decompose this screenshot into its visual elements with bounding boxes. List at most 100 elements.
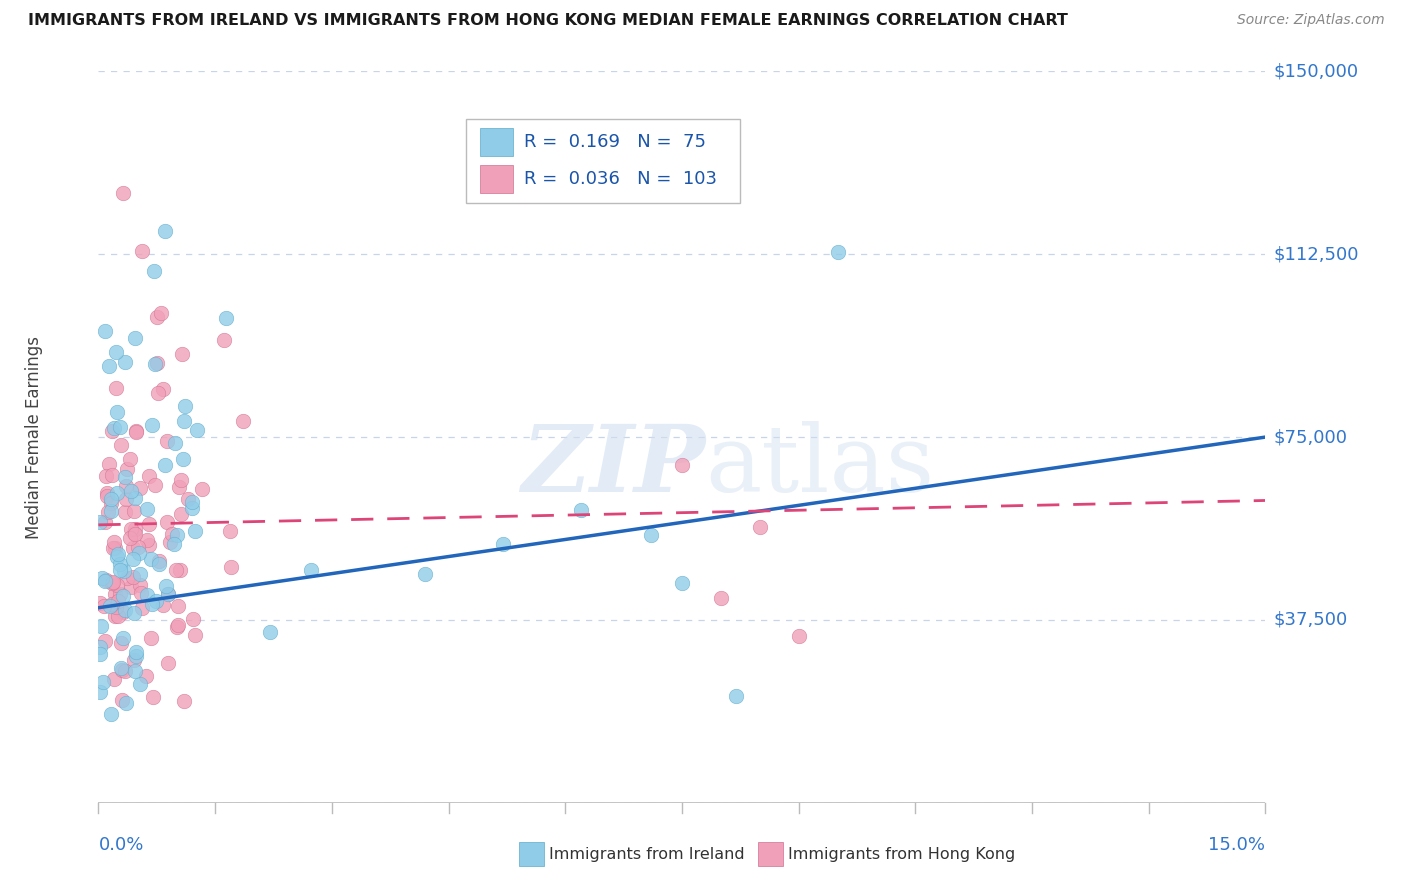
Point <box>105 549 128 564</box>
Point <box>115 492 138 507</box>
Point <box>157 587 180 601</box>
Text: R =  0.036   N =  103: R = 0.036 N = 103 <box>524 169 717 188</box>
Point <box>94 515 117 529</box>
Point <box>124 664 146 678</box>
Point <box>96 489 118 503</box>
Point <box>93 599 115 614</box>
Point <box>94 469 117 483</box>
Point <box>96 573 118 587</box>
Text: $150,000: $150,000 <box>1274 62 1358 80</box>
Point <box>159 535 181 549</box>
Point <box>112 186 135 200</box>
Point <box>413 566 436 581</box>
Point <box>671 576 693 591</box>
Point <box>114 470 136 484</box>
Point <box>124 522 146 536</box>
Point <box>748 520 770 534</box>
Text: 0.0%: 0.0% <box>98 836 143 855</box>
Point <box>120 522 142 536</box>
Text: atlas: atlas <box>706 421 935 511</box>
Point <box>138 538 160 552</box>
Point <box>139 552 162 566</box>
Text: R =  0.169   N =  75: R = 0.169 N = 75 <box>524 133 706 152</box>
Point <box>155 224 177 238</box>
Point <box>169 507 191 521</box>
Point <box>124 526 146 541</box>
Point <box>94 574 117 588</box>
Point <box>167 618 190 632</box>
Point <box>148 386 170 401</box>
Text: Median Female Earnings: Median Female Earnings <box>25 335 44 539</box>
Point <box>107 594 129 608</box>
Point <box>146 310 169 324</box>
Point <box>145 594 167 608</box>
Point <box>149 306 172 320</box>
Point <box>108 587 131 601</box>
Point <box>114 505 136 519</box>
Point <box>640 527 662 541</box>
Point <box>104 587 127 601</box>
Point <box>89 685 111 699</box>
Point <box>110 420 132 434</box>
Text: IMMIGRANTS FROM IRELAND VS IMMIGRANTS FROM HONG KONG MEDIAN FEMALE EARNINGS CORR: IMMIGRANTS FROM IRELAND VS IMMIGRANTS FR… <box>28 13 1069 29</box>
Point <box>100 496 122 510</box>
Point <box>141 631 163 645</box>
Point <box>152 598 174 612</box>
Point <box>219 559 242 574</box>
Point <box>156 587 179 601</box>
Point <box>174 399 197 413</box>
Point <box>145 356 167 370</box>
Point <box>215 311 238 326</box>
Point <box>125 645 148 659</box>
Point <box>120 484 142 499</box>
Point <box>143 357 166 371</box>
Point <box>114 664 136 678</box>
Point <box>122 569 145 583</box>
Point <box>93 634 115 648</box>
Point <box>710 591 733 606</box>
Point <box>108 557 131 571</box>
Point <box>184 628 207 642</box>
Point <box>167 599 190 614</box>
Point <box>103 535 125 549</box>
Point <box>110 693 132 707</box>
Point <box>148 554 170 568</box>
Text: 15.0%: 15.0% <box>1208 836 1265 855</box>
Point <box>143 264 166 278</box>
Point <box>122 607 145 621</box>
Point <box>121 541 143 555</box>
Point <box>631 161 654 176</box>
Point <box>148 557 170 571</box>
Point <box>135 502 157 516</box>
Point <box>101 597 124 611</box>
Text: Source: ZipAtlas.com: Source: ZipAtlas.com <box>1237 13 1385 28</box>
Point <box>156 656 179 670</box>
Point <box>91 675 114 690</box>
Point <box>827 244 849 259</box>
Text: Immigrants from Ireland: Immigrants from Ireland <box>548 847 745 862</box>
Point <box>125 425 148 439</box>
Point <box>135 669 157 683</box>
Point <box>125 424 148 438</box>
Point <box>176 492 198 507</box>
FancyBboxPatch shape <box>465 119 741 203</box>
Text: $37,500: $37,500 <box>1274 611 1348 629</box>
Point <box>129 578 152 592</box>
Point <box>120 531 142 545</box>
Bar <box>758 842 783 866</box>
Point <box>94 324 117 338</box>
Point <box>166 528 188 542</box>
Point <box>101 576 124 591</box>
Point <box>105 486 128 500</box>
Point <box>181 495 204 509</box>
Bar <box>479 165 513 193</box>
Point <box>127 540 149 554</box>
Point <box>156 434 179 449</box>
Point <box>124 491 146 505</box>
Point <box>128 546 150 560</box>
Point <box>138 469 160 483</box>
Point <box>299 563 322 577</box>
Point <box>89 647 111 661</box>
Point <box>122 504 145 518</box>
Point <box>124 653 146 667</box>
